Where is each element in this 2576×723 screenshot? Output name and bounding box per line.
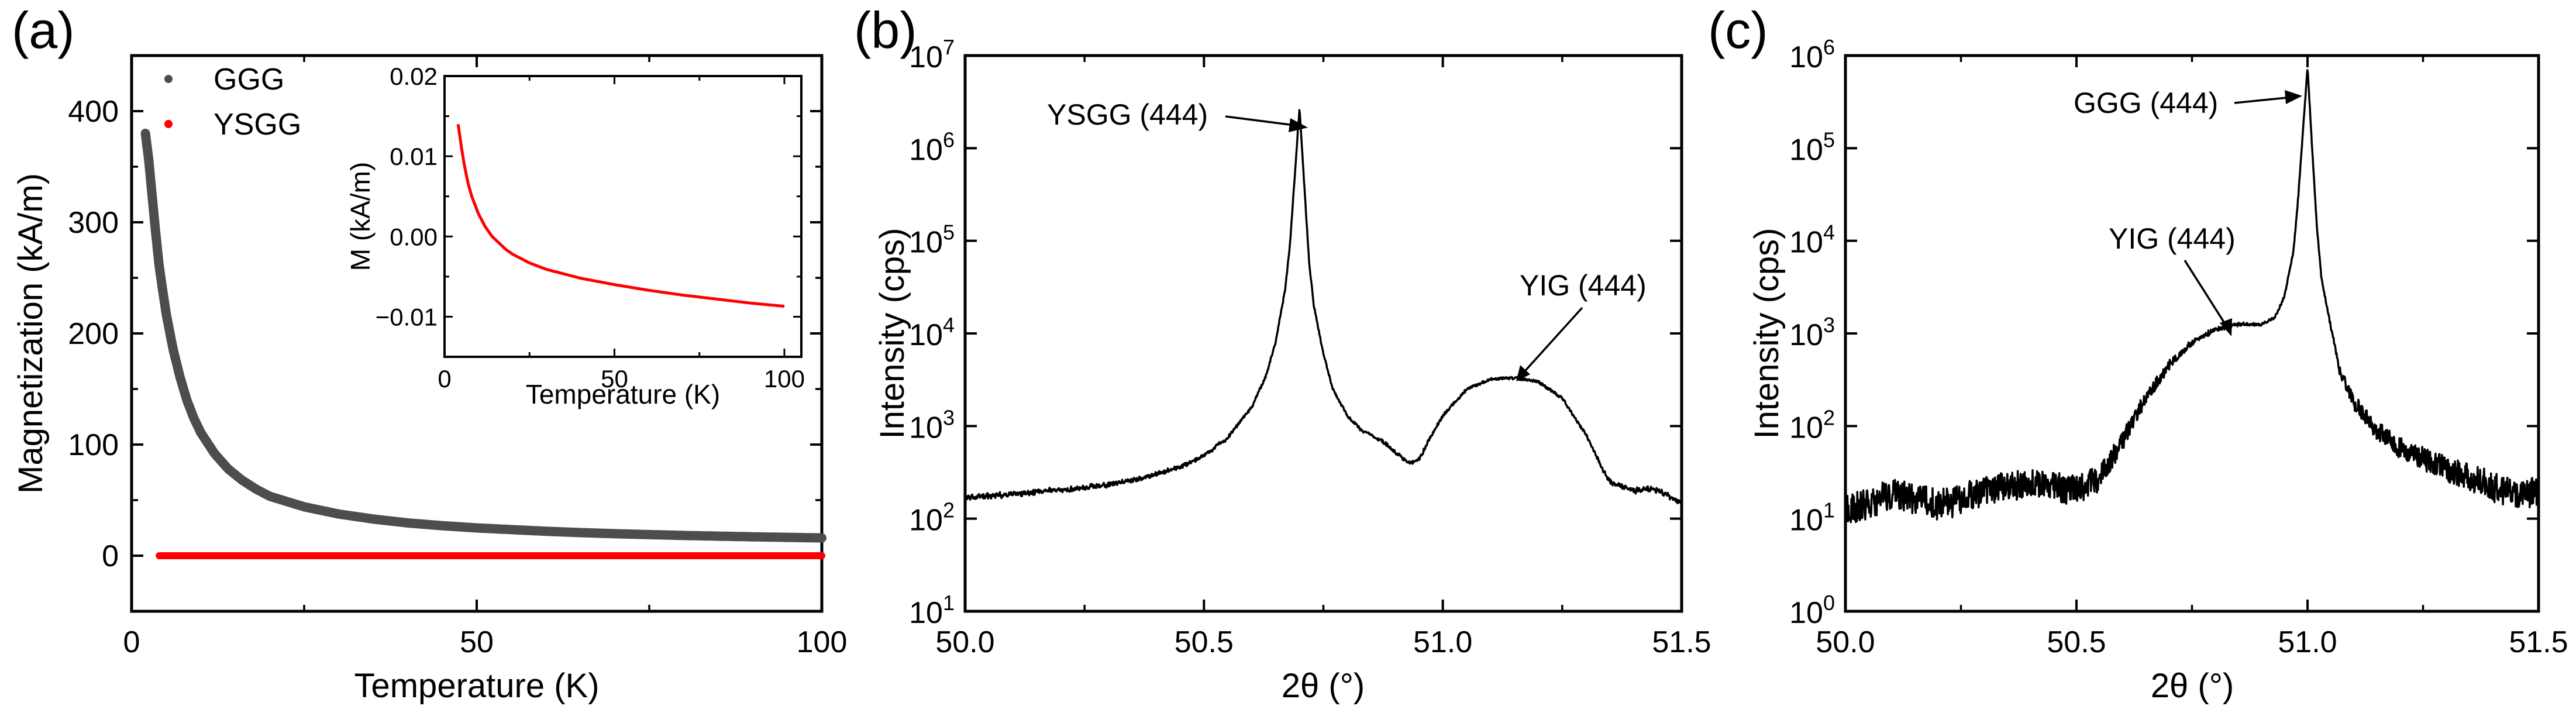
c-ytick-label: 103 bbox=[1789, 313, 1835, 352]
panel-c-annotations: GGG (444) YIG (444) bbox=[2074, 87, 2302, 336]
c-xtick-label: 50.5 bbox=[2047, 625, 2106, 659]
inset-xtick-label: 0 bbox=[438, 365, 451, 393]
annotation-yig-444-c: YIG (444) bbox=[2109, 222, 2236, 255]
b-ytick-label: 105 bbox=[909, 221, 955, 260]
inset-frame bbox=[443, 75, 803, 358]
legend-label-ggg: GGG bbox=[213, 63, 284, 97]
a-ytick-label: 400 bbox=[68, 95, 119, 129]
legend-label-ysgg: YSGG bbox=[213, 108, 301, 142]
inset-ylabel: M (kA/m) bbox=[345, 162, 376, 271]
panel-a-ticks: 0 50 100 0 100 200 300 400 bbox=[68, 54, 848, 659]
legend-marker-ysgg bbox=[164, 120, 173, 128]
panel-b-ylabel: Intensity (cps) bbox=[873, 228, 911, 439]
b-ytick-label: 104 bbox=[909, 313, 955, 352]
c-xtick-label: 50.0 bbox=[1816, 625, 1875, 659]
a-xtick-label: 0 bbox=[123, 625, 140, 659]
b-ytick-label: 103 bbox=[909, 405, 955, 445]
inset-ytick-label: 0.00 bbox=[390, 223, 438, 250]
panel-label-c: (c) bbox=[1708, 1, 1768, 59]
b-ytick-label: 101 bbox=[909, 591, 955, 630]
panel-label-b: (b) bbox=[854, 1, 917, 59]
inset-series-ysgg bbox=[456, 123, 785, 308]
a-xtick-label: 50 bbox=[460, 625, 494, 659]
panel-b: (b) 50.0 50.5 51.0 51.5 101 102 103 104 105 106 10… bbox=[854, 1, 1711, 705]
c-ytick-label: 106 bbox=[1789, 35, 1835, 74]
inset-ytick-label: 0.01 bbox=[390, 143, 438, 170]
inset-xtick-label: 100 bbox=[764, 365, 805, 393]
panel-a-data bbox=[140, 129, 826, 559]
arrow-ysgg-444 bbox=[1225, 115, 1299, 127]
panel-b-annotations: YSGG (444) YIG (444) bbox=[1047, 98, 1647, 381]
panel-c-data bbox=[1844, 69, 2540, 528]
panel-label-a: (a) bbox=[12, 1, 75, 59]
panel-b-xlabel: 2θ (°) bbox=[1282, 667, 1365, 705]
panel-a-xlabel: Temperature (K) bbox=[354, 667, 599, 705]
c-ytick-label: 100 bbox=[1789, 591, 1835, 630]
panel-a-inset: 0 50 100−0.010.000.010.02 Temperature (K) … bbox=[345, 63, 805, 409]
panel-c-ylabel: Intensity (cps) bbox=[1748, 228, 1786, 439]
c-ytick-label: 102 bbox=[1789, 405, 1835, 445]
legend-marker-ggg bbox=[164, 75, 173, 83]
arrowhead-yig-444-b bbox=[1516, 365, 1530, 381]
c-series-scan bbox=[1844, 69, 2540, 528]
panel-b-data bbox=[964, 109, 1683, 505]
arrowhead-ggg-444 bbox=[2285, 90, 2302, 104]
b-xtick-label: 51.5 bbox=[1652, 625, 1711, 659]
inset-xtick-label: 50 bbox=[601, 365, 628, 393]
panel-c: (c) 50.0 50.5 51.0 51.5 100 101 102 103 104 105 10… bbox=[1708, 1, 2568, 705]
inset-xlabel: Temperature (K) bbox=[526, 379, 720, 409]
a-ytick-label: 0 bbox=[102, 539, 119, 573]
c-xtick-label: 51.0 bbox=[2278, 625, 2337, 659]
arrow-ggg-444 bbox=[2234, 96, 2293, 104]
inset-data bbox=[456, 123, 785, 308]
annotation-ggg-444: GGG (444) bbox=[2074, 87, 2218, 119]
a-ytick-label: 200 bbox=[68, 317, 119, 351]
panel-b-ticks: 50.0 50.5 51.0 51.5 101 102 103 104 105 106 107 bbox=[909, 35, 1711, 659]
c-ytick-label: 104 bbox=[1789, 221, 1835, 260]
b-ytick-label: 102 bbox=[909, 498, 955, 538]
b-xtick-label: 50.0 bbox=[935, 625, 994, 659]
a-xtick-label: 100 bbox=[797, 625, 848, 659]
b-xtick-label: 51.0 bbox=[1413, 625, 1472, 659]
a-ytick-label: 100 bbox=[68, 428, 119, 462]
annotation-yig-444-b: YIG (444) bbox=[1520, 269, 1647, 302]
annotation-ysgg-444: YSGG (444) bbox=[1047, 98, 1208, 131]
arrow-yig-444-b bbox=[1521, 307, 1583, 376]
b-series-scan bbox=[964, 109, 1683, 505]
inset-ytick-label: −0.01 bbox=[376, 303, 438, 330]
arrowhead-yig-444-c bbox=[2220, 318, 2232, 336]
b-ytick-label: 107 bbox=[909, 35, 955, 74]
c-xtick-label: 51.5 bbox=[2509, 625, 2568, 659]
panel-a-legend: GGG YSGG bbox=[164, 63, 301, 142]
inset-ytick-label: 0.02 bbox=[390, 63, 438, 90]
a-ytick-label: 300 bbox=[68, 206, 119, 240]
inset-ticks: 0 50 100 −0.01 0.00 0.01 0.02 bbox=[376, 63, 805, 393]
series-ggg bbox=[140, 129, 826, 543]
b-ytick-label: 106 bbox=[909, 128, 955, 167]
panel-a-ylabel: Magnetization (kA/m) bbox=[12, 173, 50, 494]
c-ytick-label: 105 bbox=[1789, 128, 1835, 167]
c-ytick-label: 101 bbox=[1789, 498, 1835, 538]
panel-c-ticks: 50.0 50.5 51.0 51.5 100 101 102 103 104 105 106 bbox=[1789, 35, 2568, 659]
panel-c-xlabel: 2θ (°) bbox=[2151, 667, 2234, 705]
arrow-yig-444-c bbox=[2184, 260, 2229, 328]
b-xtick-label: 50.5 bbox=[1175, 625, 1234, 659]
arrowhead-ysgg-444 bbox=[1289, 118, 1308, 132]
